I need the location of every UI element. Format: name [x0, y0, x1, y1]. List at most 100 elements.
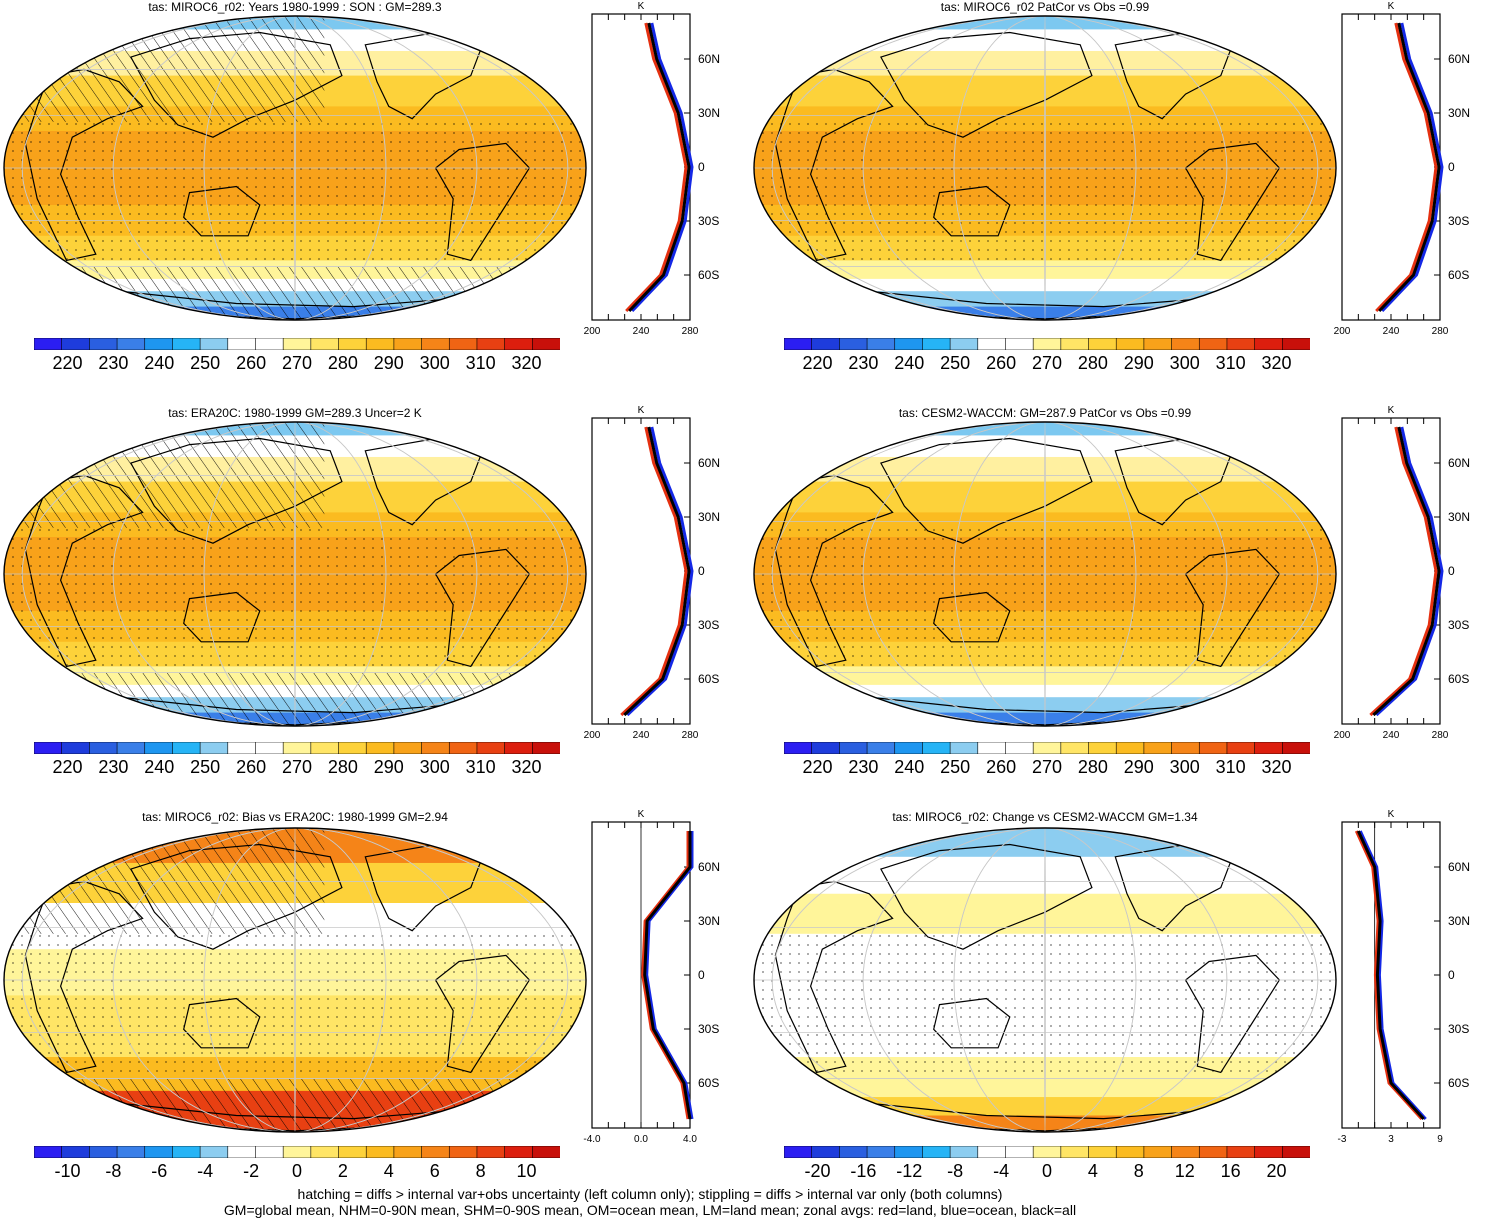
- colorbar-tick-label: 20: [1266, 1161, 1287, 1181]
- colorbar-segment: [1198, 338, 1228, 350]
- colorbar-tick-label: 0: [291, 1161, 303, 1181]
- zonal-all-line: [623, 426, 691, 717]
- continent-outline: [880, 31, 1093, 138]
- zonal-value-label: 200: [1334, 326, 1351, 337]
- colorbar-tick-label: -20: [804, 1161, 831, 1181]
- zonal-ocean-line: [1381, 22, 1444, 313]
- colorbar-tick-label: 2: [337, 1161, 348, 1181]
- colorbar-segment: [1060, 338, 1090, 350]
- colorbar-segment: [310, 742, 340, 754]
- zonal-lat-label: 60N: [698, 456, 720, 470]
- colorbar-segment: [1115, 742, 1145, 754]
- colorbar-tick-label: 290: [1123, 757, 1154, 777]
- map-border: [753, 421, 1337, 727]
- zonal-lat-label: 0: [698, 160, 705, 174]
- continent-outline: [880, 437, 1093, 544]
- colorbar-segment: [784, 338, 813, 350]
- colorbar-tick-label: 270: [1031, 757, 1063, 777]
- colorbar-segment: [1032, 742, 1062, 754]
- zonal-land-line: [625, 22, 688, 313]
- colorbar-segment: [949, 742, 979, 754]
- stippling-overlay: [754, 933, 1336, 1073]
- zonal-lat-label: 60S: [1448, 268, 1469, 282]
- zonal-lat-label: 60N: [1448, 860, 1470, 874]
- colorbar-segment: [89, 742, 118, 754]
- colorbar-segment: [421, 742, 451, 754]
- zonal-lat-label: 0: [1448, 564, 1455, 578]
- longitude-gridline: [1044, 828, 1046, 1132]
- colorbar-segment: [1088, 742, 1118, 754]
- longitude-gridline: [21, 16, 569, 320]
- colorbar-tick-label: -4: [993, 1161, 1010, 1181]
- map-panel-2: [753, 15, 1337, 321]
- colorbar-segment: [34, 1146, 63, 1158]
- footer-note-2: GM=global mean, NHM=0-90N mean, SHM=0-90…: [223, 1202, 1077, 1218]
- colorbar-segment: [448, 338, 478, 350]
- longitude-gridline: [862, 16, 1228, 320]
- zonal-value-label: 200: [584, 326, 601, 337]
- stippling-overlay: [754, 121, 1336, 261]
- map-panel-3: [3, 421, 587, 727]
- colorbar-segment: [866, 338, 896, 350]
- colorbar-segment: [227, 338, 257, 350]
- colorbar-segment: [977, 742, 1007, 754]
- zonal-lat-label: 30S: [1448, 214, 1469, 228]
- panel-title-4: tas: CESM2-WACCM: GM=287.9 PatCor vs Obs…: [898, 406, 1192, 420]
- colorbar-segment: [338, 338, 368, 350]
- colorbar-tick-label: 320: [511, 353, 542, 373]
- colorbar-tick-label: 240: [894, 757, 925, 777]
- zonal-axes-frame: [591, 417, 691, 725]
- colorbar-segment: [116, 338, 146, 350]
- colorbar-segment: [144, 1146, 174, 1158]
- zonal-lat-label: 30N: [698, 106, 720, 120]
- colorbar-tick-label: 6: [429, 1161, 440, 1181]
- colorbar-segment: [1171, 1146, 1201, 1158]
- colorbar-segment: [34, 338, 63, 350]
- colorbar-segment: [61, 742, 91, 754]
- colorbar-4: [784, 742, 1310, 754]
- hatching-overlay: [4, 422, 325, 528]
- panel-title-3: tas: ERA20C: 1980-1999 GM=289.3 Uncer=2 …: [168, 406, 422, 420]
- colorbar-segment: [1032, 338, 1062, 350]
- colorbar-segment: [310, 1146, 340, 1158]
- colorbar-segment: [922, 742, 951, 754]
- colorbar-segment: [199, 1146, 229, 1158]
- colorbar-tick-label: 320: [511, 757, 542, 777]
- colorbar-tick-label: 8: [475, 1161, 486, 1181]
- colorbar-segment: [116, 742, 146, 754]
- zonal-mean-plot-1: K 60N 30N 0 30S 60S 200 240 280: [584, 1, 720, 337]
- zonal-lat-label: 30N: [698, 914, 720, 928]
- colorbar-segment: [1198, 742, 1228, 754]
- colorbar-tick-label: 320: [1261, 757, 1292, 777]
- colorbar-tick-label: 250: [190, 757, 221, 777]
- zonal-lat-label: 30S: [698, 618, 719, 632]
- colorbar-segment: [922, 338, 951, 350]
- colorbar-tick-label: -2: [243, 1161, 260, 1181]
- colorbar-5: [34, 1146, 560, 1158]
- map-border: [3, 827, 587, 1133]
- zonal-all-line: [628, 22, 691, 313]
- map-color-band: [754, 893, 1336, 935]
- colorbar-tick-label: 260: [986, 353, 1017, 373]
- colorbar-segment: [532, 1146, 560, 1158]
- longitude-gridline: [862, 422, 1228, 726]
- colorbar-segment: [839, 338, 868, 350]
- colorbar-segment: [1060, 1146, 1090, 1158]
- colorbar-segment: [977, 338, 1007, 350]
- colorbar-2: [784, 338, 1310, 350]
- map-border: [753, 15, 1337, 321]
- panel-title-6: tas: MIROC6_r02: Change vs CESM2-WACCM G…: [892, 810, 1198, 824]
- zonal-value-label: -3: [1338, 1134, 1347, 1145]
- colorbar-tick-label: 240: [144, 757, 175, 777]
- colorbar-tick-label: 300: [419, 353, 450, 373]
- zonal-unit-label: K: [1388, 405, 1395, 416]
- colorbar-segment: [1005, 338, 1034, 350]
- map-color-band: [754, 278, 1336, 293]
- zonal-lat-label: 60S: [1448, 1076, 1469, 1090]
- colorbar-tick-label: 0: [1041, 1161, 1053, 1181]
- colorbar-segment: [476, 742, 506, 754]
- zonal-mean-plot-4: K 60N 30N 0 30S 60S 200 240 280: [1334, 405, 1470, 741]
- colorbar-3: [34, 742, 560, 754]
- zonal-ocean-line: [1375, 426, 1444, 717]
- zonal-lat-label: 60S: [698, 1076, 719, 1090]
